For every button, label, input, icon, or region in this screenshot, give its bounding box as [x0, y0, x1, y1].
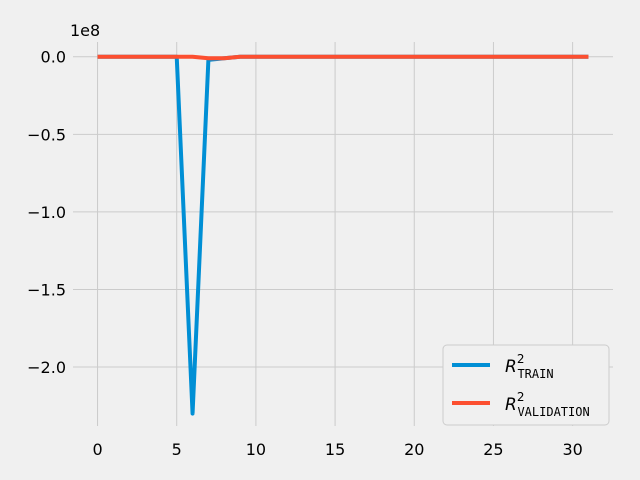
grid — [73, 42, 613, 426]
y-tick-label: −1.0 — [27, 203, 66, 222]
y-axis-ticks: 0.0 −0.5 −1.0 −1.5 −2.0 — [27, 48, 66, 377]
legend: R2 TRAIN R2 VALIDATION — [442, 344, 610, 426]
x-tick-label: 0 — [92, 440, 102, 459]
y-tick-label: 0.0 — [41, 48, 66, 67]
series-line-validation — [97, 54, 589, 61]
x-tick-label: 10 — [246, 440, 266, 459]
x-tick-label: 20 — [404, 440, 424, 459]
x-tick-label: 30 — [562, 440, 582, 459]
x-tick-label: 5 — [172, 440, 182, 459]
series-layer — [97, 54, 589, 416]
x-tick-label: 25 — [483, 440, 503, 459]
legend-label-train: R2 TRAIN — [505, 352, 554, 381]
y-offset-label: 1e8 — [70, 21, 100, 40]
y-tick-label: −1.5 — [27, 280, 66, 299]
y-tick-label: −0.5 — [27, 125, 66, 144]
y-tick-label: −2.0 — [27, 358, 66, 377]
x-tick-label: 15 — [325, 440, 345, 459]
x-axis-ticks: 0 5 10 15 20 25 30 — [92, 440, 582, 459]
legend-label-validation: R2 VALIDATION — [505, 390, 590, 419]
